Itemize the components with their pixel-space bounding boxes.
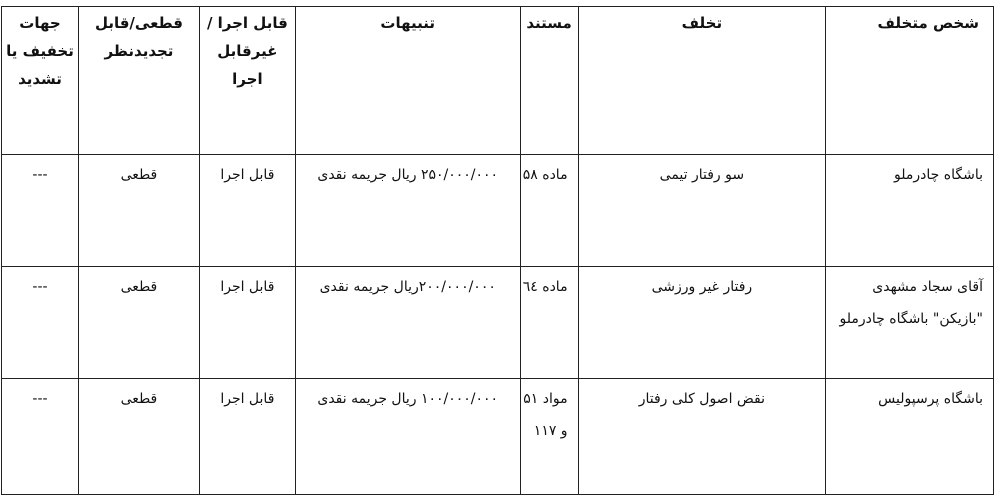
cell-violation: نقض اصول کلی رفتار xyxy=(577,378,827,495)
cell-violation: سو رفتار تیمی xyxy=(577,154,827,267)
cell-final: قطعی xyxy=(78,154,200,267)
cell-person: آقای سجاد مشهدی "بازیکن" باشگاه چادرملو xyxy=(825,266,994,379)
header-enforceable: قابل اجرا /غیرقابل اجرا xyxy=(198,6,296,155)
cell-person: باشگاه چادرملو xyxy=(825,154,994,267)
cell-mitigation: --- xyxy=(1,378,79,495)
cell-enforceable: قابل اجرا xyxy=(198,378,296,495)
table-row: باشگاه چادرملو سو رفتار تیمی ماده ۵۸ ۲۵۰… xyxy=(1,154,994,267)
cell-reference: ماده ۵۸ xyxy=(519,154,579,267)
cell-violation: رفتار غیر ورزشی xyxy=(577,266,827,379)
table-row: آقای سجاد مشهدی "بازیکن" باشگاه چادرملو … xyxy=(1,266,994,379)
rulings-table: شخص متخلف تخلف مستند تنبیهات قابل اجرا /… xyxy=(1,6,994,495)
header-row: شخص متخلف تخلف مستند تنبیهات قابل اجرا /… xyxy=(1,6,994,155)
cell-final: قطعی xyxy=(78,378,200,495)
cell-reference: ماده ٦٤ xyxy=(519,266,579,379)
cell-mitigation: --- xyxy=(1,154,79,267)
header-reference: مستند xyxy=(519,6,579,155)
cell-mitigation: --- xyxy=(1,266,79,379)
header-violation: تخلف xyxy=(577,6,827,155)
header-mitigation: جهات تخفیف یا تشدید xyxy=(1,6,79,155)
cell-reference: مواد ۵۱ و ۱۱۷ xyxy=(519,378,579,495)
cell-final: قطعی xyxy=(78,266,200,379)
header-penalties: تنبیهات xyxy=(294,6,521,155)
cell-penalties: ۱۰۰/۰۰۰/۰۰۰ ریال جریمه نقدی xyxy=(294,378,521,495)
cell-penalties: ۲۵۰/۰۰۰/۰۰۰ ریال جریمه نقدی xyxy=(294,154,521,267)
cell-enforceable: قابل اجرا xyxy=(198,266,296,379)
header-final: قطعی/قابل تجدیدنظر xyxy=(78,6,200,155)
table-row: باشگاه پرسپولیس نقض اصول کلی رفتار مواد … xyxy=(1,378,994,495)
cell-person: باشگاه پرسپولیس xyxy=(825,378,994,495)
cell-enforceable: قابل اجرا xyxy=(198,154,296,267)
header-person: شخص متخلف xyxy=(825,6,994,155)
cell-penalties: ۲۰۰/۰۰۰/۰۰۰ریال جریمه نقدی xyxy=(294,266,521,379)
